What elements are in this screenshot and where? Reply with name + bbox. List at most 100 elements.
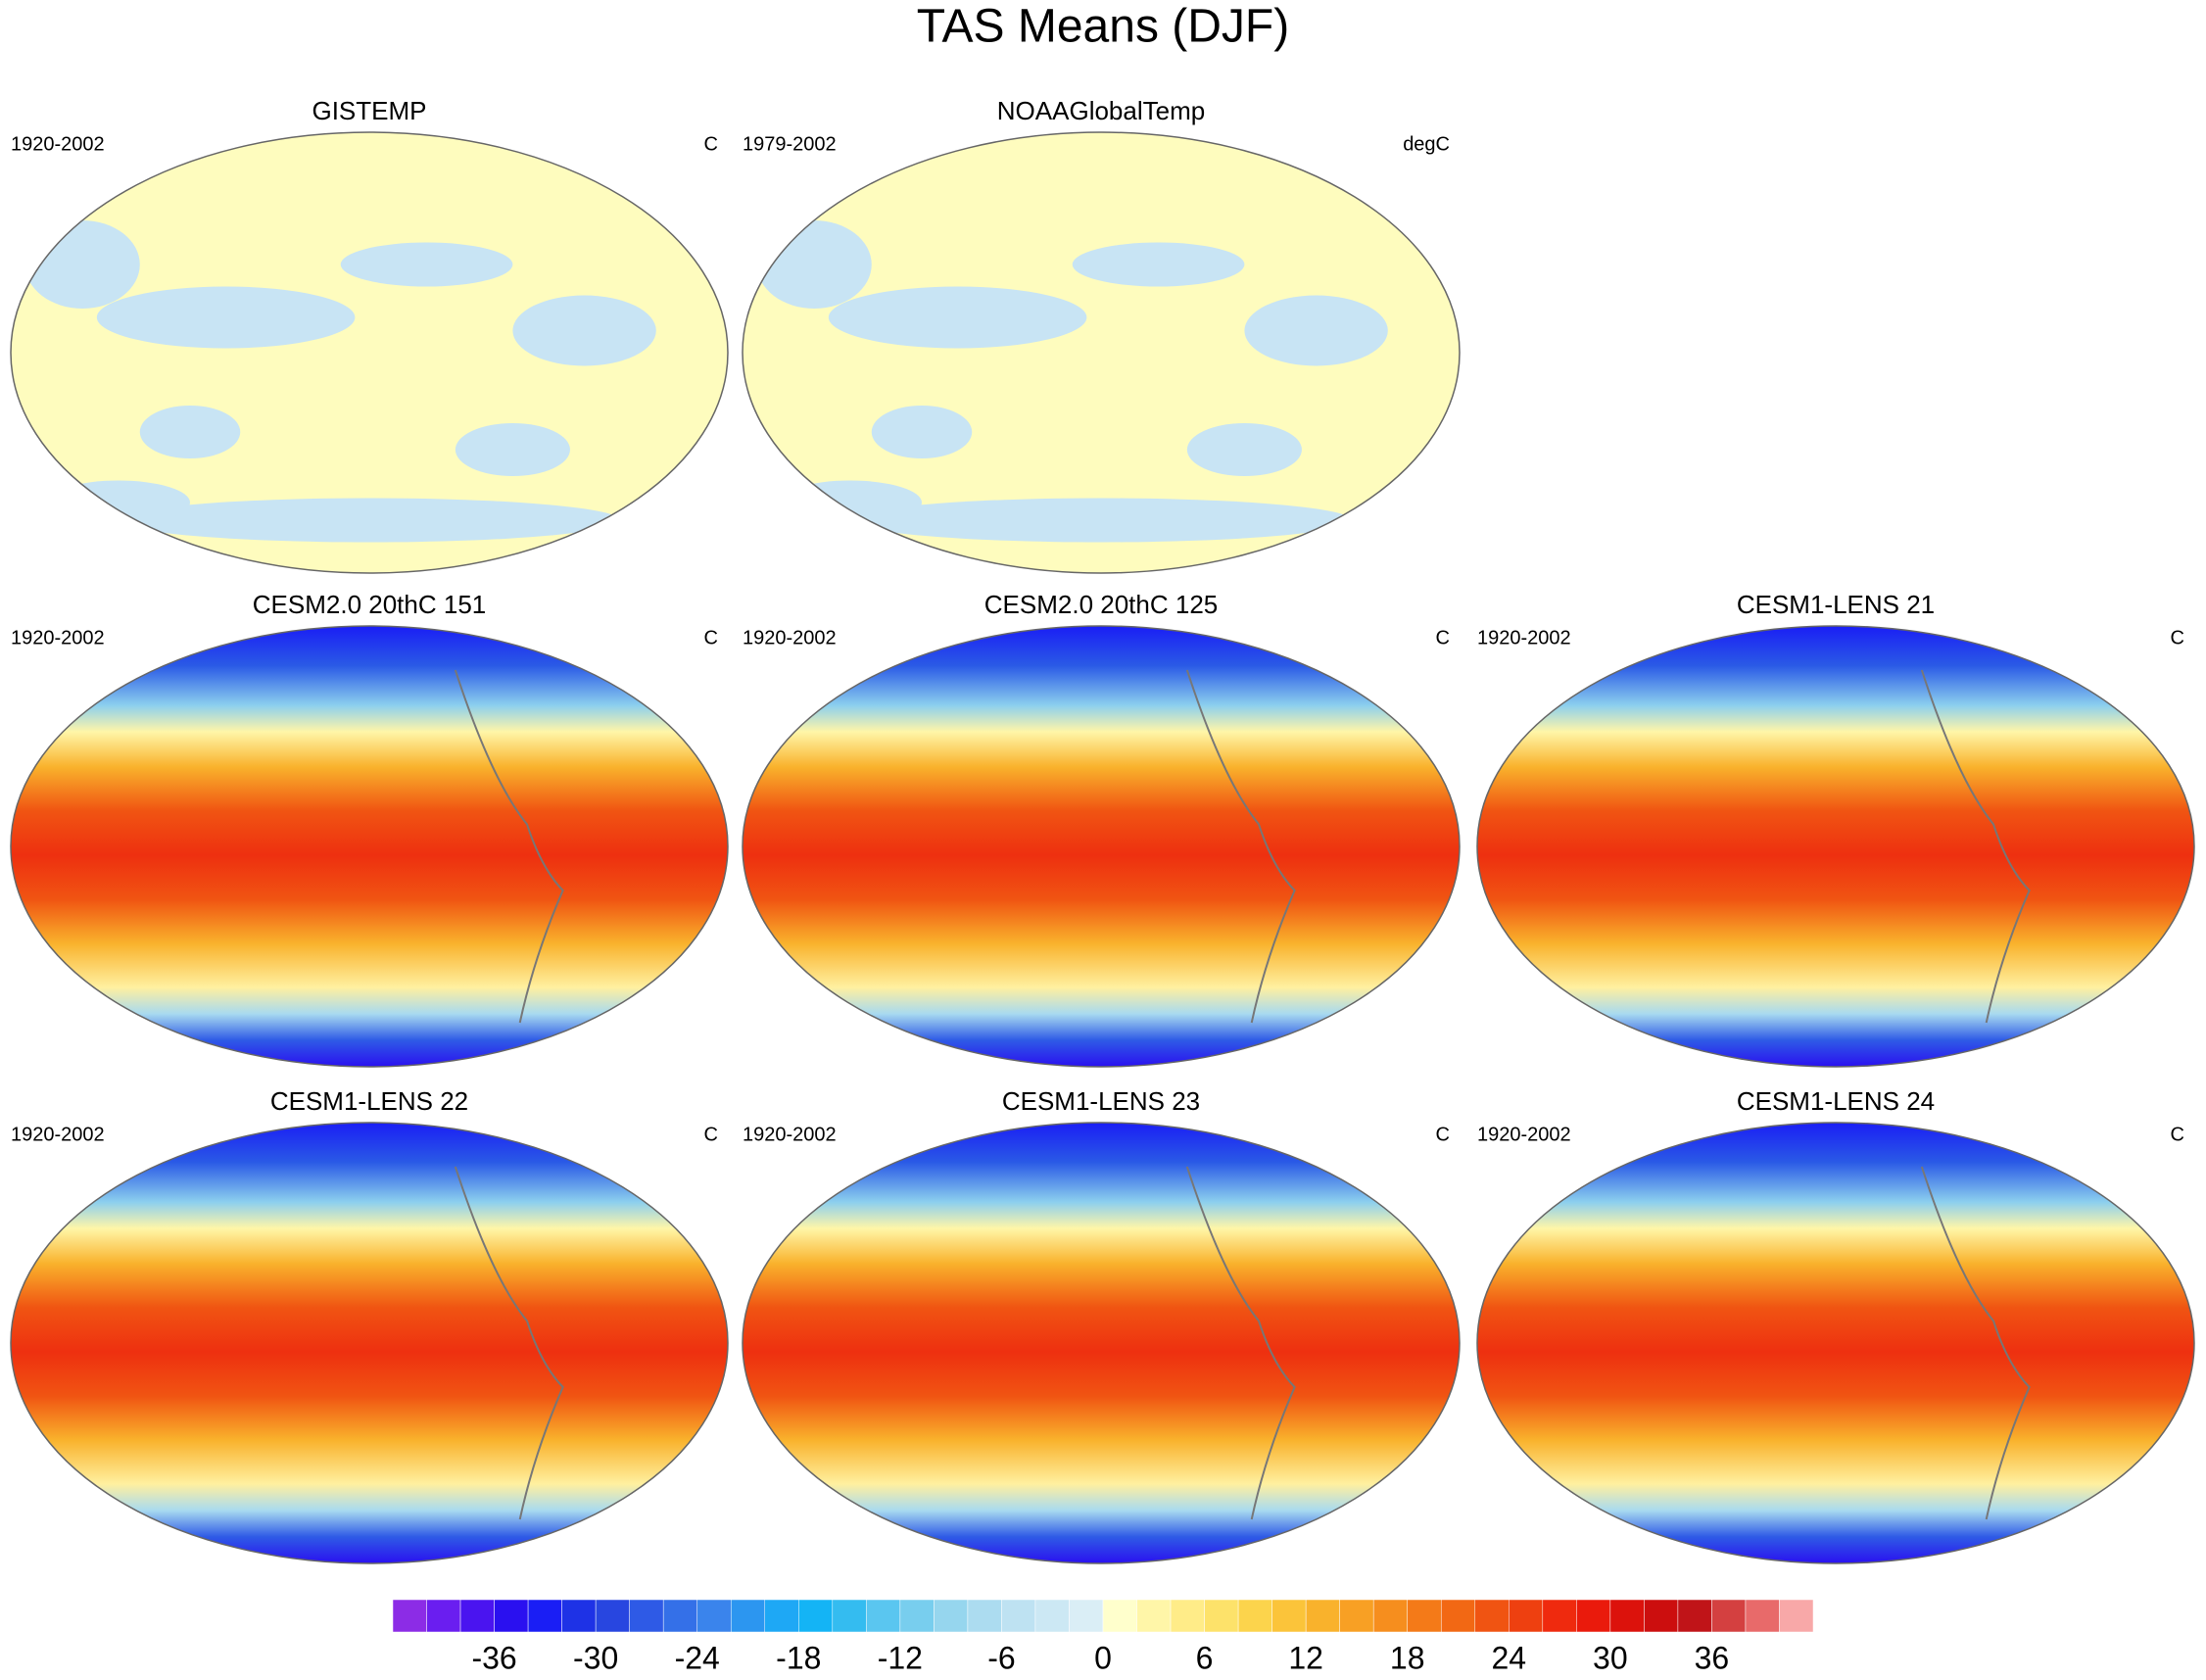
colorbar-box: [1474, 1599, 1510, 1633]
panel-period: 1920-2002: [11, 627, 105, 648]
colorbar-tick-label: 36: [1695, 1640, 1730, 1675]
colorbar-tick-label: 30: [1593, 1640, 1628, 1675]
colorbar-box: [561, 1599, 597, 1633]
panel-title: CESM2.0 20thC 125: [984, 590, 1218, 619]
map-border: [1476, 625, 2195, 1068]
colorbar-box: [1609, 1599, 1645, 1633]
colorbar-box: [730, 1599, 766, 1633]
map-field-patch: [849, 498, 1353, 543]
map-border: [10, 625, 729, 1068]
panel-title: CESM1-LENS 23: [1002, 1086, 1200, 1116]
panel-period: 1920-2002: [11, 1124, 105, 1145]
colorbar-tick-label: 12: [1288, 1640, 1323, 1675]
colorbar-box: [595, 1599, 630, 1633]
map-coastline: [1920, 1166, 2031, 1520]
colorbar-tick-label: 18: [1390, 1640, 1425, 1675]
map-border: [10, 1122, 729, 1564]
colorbar-box: [1576, 1599, 1611, 1633]
map-border: [10, 131, 729, 574]
panel-units: degC: [1403, 133, 1450, 155]
map-field: [1477, 626, 2194, 1067]
map-field-patch: [1072, 242, 1245, 287]
colorbar-box: [1677, 1599, 1712, 1633]
colorbar-box: [1372, 1599, 1408, 1633]
panel-period: 1920-2002: [1477, 1124, 1571, 1145]
colorbar-box: [494, 1599, 529, 1633]
colorbar-box: [1407, 1599, 1442, 1633]
map-coastline: [1920, 669, 2031, 1024]
colorbar-box: [1069, 1599, 1104, 1633]
panel-units: C: [1436, 1124, 1450, 1145]
colorbar-tick-label: -36: [471, 1640, 516, 1675]
panel-units: C: [1436, 627, 1450, 648]
colorbar-box: [1509, 1599, 1544, 1633]
colorbar-box: [1136, 1599, 1172, 1633]
map-field: [11, 626, 728, 1067]
map: [1477, 626, 2194, 1067]
colorbar-box: [1339, 1599, 1374, 1633]
panel-period: 1920-2002: [743, 627, 837, 648]
colorbar-box: [1745, 1599, 1780, 1633]
map: [11, 626, 728, 1067]
map-coastline: [1185, 1166, 1296, 1520]
colorbar-tick-label: 6: [1196, 1640, 1214, 1675]
figure-title: TAS Means (DJF): [917, 1, 1289, 53]
colorbar-box: [392, 1599, 427, 1633]
colorbar-tick-label: -30: [573, 1640, 618, 1675]
map: [743, 1123, 1460, 1563]
map-field-patch: [512, 295, 656, 366]
panel-units: C: [2171, 627, 2184, 648]
map: [11, 132, 728, 573]
map: [1477, 1123, 2194, 1563]
map-field-patch: [118, 498, 621, 543]
colorbar-tick-label: -6: [987, 1640, 1015, 1675]
panel-title: CESM1-LENS 22: [270, 1086, 468, 1116]
colorbar-box: [967, 1599, 1002, 1633]
map-field-patch: [871, 406, 973, 458]
colorbar-box: [1102, 1599, 1137, 1633]
panel-period: 1920-2002: [743, 1124, 837, 1145]
colorbar-box: [934, 1599, 969, 1633]
panel-title: CESM1-LENS 21: [1737, 590, 1935, 619]
colorbar-box: [1034, 1599, 1070, 1633]
map-coastline: [454, 669, 564, 1024]
map: [743, 626, 1460, 1067]
colorbar-box: [1711, 1599, 1747, 1633]
panel-period: 1920-2002: [1477, 627, 1571, 648]
colorbar-tick-label: 0: [1094, 1640, 1112, 1675]
map-coastline: [454, 1166, 564, 1520]
panel-units: C: [2171, 1124, 2184, 1145]
colorbar-box: [798, 1599, 834, 1633]
panel-units: C: [704, 1124, 718, 1145]
map-border: [742, 131, 1461, 574]
map-field: [1477, 1123, 2194, 1563]
colorbar-tick-label: -12: [878, 1640, 923, 1675]
map-field-patch: [1244, 295, 1388, 366]
map-border: [1476, 1122, 2195, 1564]
colorbar-box: [1305, 1599, 1340, 1633]
map-field-patch: [828, 286, 1087, 349]
panel-title: CESM2.0 20thC 151: [253, 590, 486, 619]
colorbar-box: [459, 1599, 495, 1633]
colorbar-box: [426, 1599, 461, 1633]
map-field-patch: [455, 423, 570, 476]
map-field-patch: [1186, 423, 1302, 476]
panel-title: CESM1-LENS 24: [1737, 1086, 1935, 1116]
map-field-patch: [778, 480, 922, 525]
map-field-patch: [340, 242, 513, 287]
map-field-patch: [756, 220, 872, 309]
map-field: [743, 1123, 1460, 1563]
panel-units: C: [704, 627, 718, 648]
colorbar-tick-label: -18: [776, 1640, 821, 1675]
colorbar-tick-label: -24: [675, 1640, 720, 1675]
map-field-patch: [139, 406, 241, 458]
map-border: [742, 625, 1461, 1068]
colorbar-box: [1440, 1599, 1476, 1633]
panel-period: 1920-2002: [11, 133, 105, 155]
panel-units: C: [704, 133, 718, 155]
colorbar-box: [1644, 1599, 1679, 1633]
colorbar-box: [1542, 1599, 1577, 1633]
colorbar-box: [1271, 1599, 1307, 1633]
colorbar-box: [1204, 1599, 1239, 1633]
